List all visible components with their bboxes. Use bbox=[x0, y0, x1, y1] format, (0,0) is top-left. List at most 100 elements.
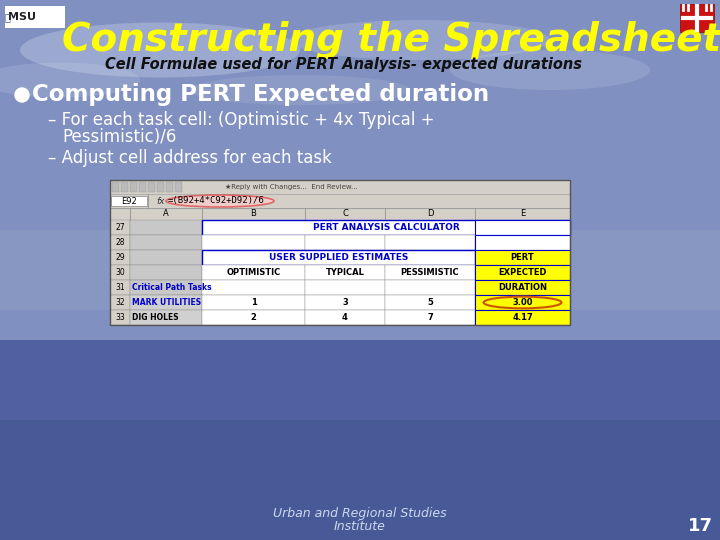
Bar bbox=[202, 220, 570, 235]
Text: 28: 28 bbox=[115, 238, 125, 247]
Text: 3: 3 bbox=[342, 298, 348, 307]
Bar bbox=[130, 182, 137, 192]
Text: 7: 7 bbox=[427, 313, 433, 322]
Bar bbox=[110, 235, 130, 250]
Text: C: C bbox=[342, 210, 348, 219]
Text: Cell Formulae used for PERT Analysis- expected durations: Cell Formulae used for PERT Analysis- ex… bbox=[105, 57, 582, 71]
Bar bbox=[5, 6, 65, 28]
Bar bbox=[0, 340, 720, 540]
Bar bbox=[202, 208, 305, 220]
Bar bbox=[202, 310, 305, 325]
Text: A: A bbox=[163, 210, 169, 219]
Ellipse shape bbox=[450, 50, 650, 90]
Text: 17: 17 bbox=[688, 517, 713, 535]
Bar bbox=[110, 180, 570, 325]
Bar bbox=[139, 182, 146, 192]
Text: USER SUPPLIED ESTIMATES: USER SUPPLIED ESTIMATES bbox=[269, 253, 408, 262]
Bar bbox=[148, 182, 155, 192]
Bar bbox=[110, 194, 570, 208]
Bar bbox=[130, 220, 202, 235]
Bar bbox=[112, 182, 119, 192]
Ellipse shape bbox=[190, 75, 410, 105]
Bar bbox=[130, 265, 202, 280]
Bar bbox=[305, 208, 385, 220]
Text: DIG HOLES: DIG HOLES bbox=[132, 313, 179, 322]
Ellipse shape bbox=[290, 20, 550, 60]
Text: Critical Path Tasks: Critical Path Tasks bbox=[132, 283, 212, 292]
Text: 31: 31 bbox=[115, 283, 125, 292]
Bar bbox=[130, 208, 202, 220]
Text: MSU: MSU bbox=[8, 12, 36, 22]
Text: fx: fx bbox=[156, 197, 164, 206]
Bar bbox=[305, 235, 385, 250]
Text: Computing PERT Expected duration: Computing PERT Expected duration bbox=[32, 84, 489, 106]
Bar bbox=[475, 280, 570, 295]
Bar bbox=[0, 0, 720, 340]
Bar bbox=[202, 295, 305, 310]
Bar bbox=[110, 250, 130, 265]
Bar bbox=[202, 250, 475, 265]
Text: TYPICAL: TYPICAL bbox=[325, 268, 364, 277]
Text: ★Reply with Changes...  End Review...: ★Reply with Changes... End Review... bbox=[225, 184, 358, 190]
Text: EXPECTED: EXPECTED bbox=[498, 268, 546, 277]
Text: 30: 30 bbox=[115, 268, 125, 277]
Text: 33: 33 bbox=[115, 313, 125, 322]
Bar bbox=[202, 265, 305, 280]
Bar bbox=[0, 230, 720, 310]
Bar bbox=[305, 310, 385, 325]
Ellipse shape bbox=[0, 63, 140, 98]
Text: DURATION: DURATION bbox=[498, 283, 547, 292]
Bar bbox=[111, 196, 147, 206]
Text: PESSIMISTIC: PESSIMISTIC bbox=[401, 268, 459, 277]
Bar bbox=[305, 295, 385, 310]
Bar bbox=[475, 310, 570, 325]
Bar bbox=[680, 4, 714, 32]
Bar bbox=[130, 235, 202, 250]
Text: 29: 29 bbox=[115, 253, 125, 262]
Text: 1: 1 bbox=[251, 298, 256, 307]
Text: ⑂: ⑂ bbox=[5, 12, 11, 22]
Bar bbox=[385, 235, 475, 250]
Bar bbox=[385, 265, 475, 280]
Bar bbox=[202, 280, 305, 295]
Bar bbox=[110, 220, 130, 235]
Text: 4.17: 4.17 bbox=[512, 313, 533, 322]
Bar bbox=[385, 310, 475, 325]
Ellipse shape bbox=[166, 195, 274, 207]
Text: Constructing the Spreadsheet: Constructing the Spreadsheet bbox=[62, 21, 720, 59]
Bar bbox=[110, 280, 130, 295]
Ellipse shape bbox=[15, 88, 29, 102]
Bar bbox=[175, 182, 182, 192]
Bar bbox=[385, 280, 475, 295]
Bar bbox=[305, 280, 385, 295]
Bar bbox=[385, 295, 475, 310]
Text: =(B92+4*C92+D92)/6: =(B92+4*C92+D92)/6 bbox=[168, 197, 265, 206]
Text: E: E bbox=[520, 210, 525, 219]
Bar bbox=[475, 295, 570, 310]
Text: 2: 2 bbox=[251, 313, 256, 322]
Bar bbox=[202, 235, 305, 250]
Bar bbox=[385, 208, 475, 220]
Text: B: B bbox=[251, 210, 256, 219]
Text: Pessimistic)/6: Pessimistic)/6 bbox=[62, 128, 176, 146]
Text: 4: 4 bbox=[342, 313, 348, 322]
Text: MARK UTILITIES: MARK UTILITIES bbox=[132, 298, 201, 307]
Text: 27: 27 bbox=[115, 223, 125, 232]
Ellipse shape bbox=[20, 23, 300, 78]
Bar bbox=[110, 310, 130, 325]
Text: 32: 32 bbox=[115, 298, 125, 307]
Bar bbox=[475, 220, 570, 235]
Text: – Adjust cell address for each task: – Adjust cell address for each task bbox=[48, 149, 332, 167]
Text: E92: E92 bbox=[121, 197, 137, 206]
Bar bbox=[0, 420, 720, 540]
Text: Institute: Institute bbox=[334, 521, 386, 534]
Bar bbox=[475, 235, 570, 250]
Bar bbox=[130, 295, 202, 310]
Bar bbox=[130, 310, 202, 325]
Text: OPTIMISTIC: OPTIMISTIC bbox=[226, 268, 281, 277]
Text: 5: 5 bbox=[427, 298, 433, 307]
Bar bbox=[166, 182, 173, 192]
Bar bbox=[475, 250, 570, 265]
Text: Urban and Regional Studies: Urban and Regional Studies bbox=[273, 508, 447, 521]
Text: PERT ANALYSIS CALCULATOR: PERT ANALYSIS CALCULATOR bbox=[312, 223, 459, 232]
